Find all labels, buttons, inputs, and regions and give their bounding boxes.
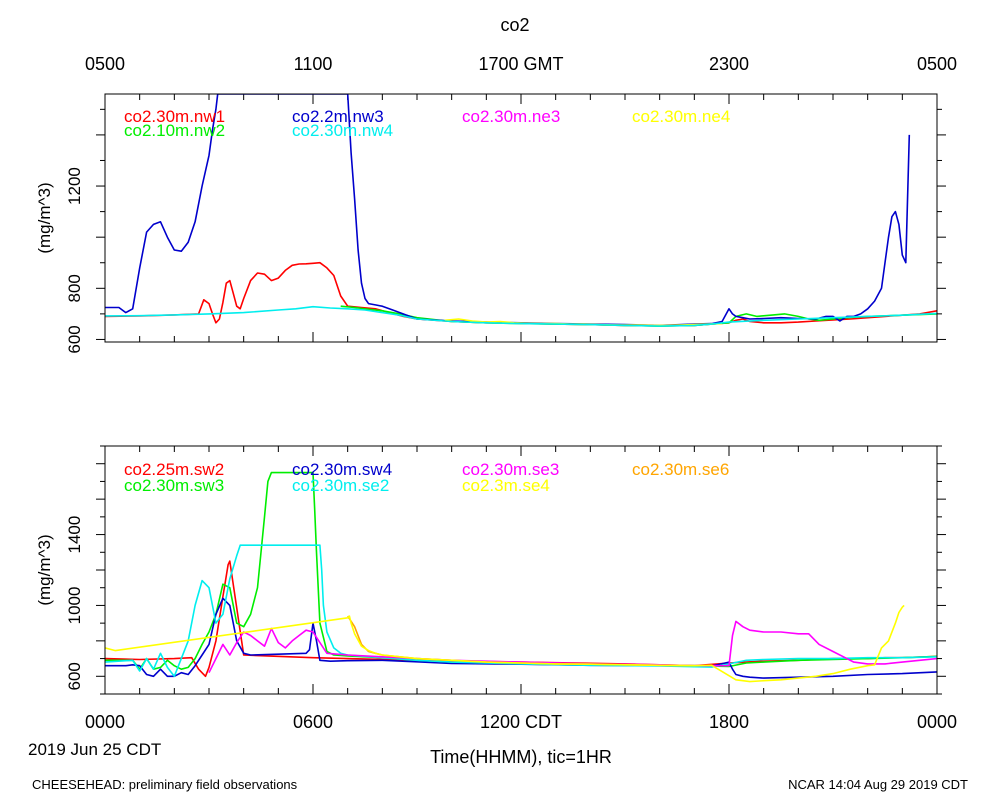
legend-entry-co2-30m-sw4: co2.30m.sw4	[292, 460, 392, 479]
bottom-tick-label: 0600	[293, 712, 333, 732]
bottom-tick-label: 1800	[709, 712, 749, 732]
bottom-axis-labels: 0000 0600 1200 CDT 1800 0000	[85, 712, 957, 732]
series-lines	[105, 471, 937, 683]
top-tick-label: 1100	[294, 54, 333, 74]
legend-entry-co2-30m-se3: co2.30m.se3	[462, 460, 559, 479]
series-line-co2-30m-se2	[105, 544, 937, 678]
series-lines	[105, 94, 937, 327]
top-tick-label: 0500	[85, 54, 125, 74]
series-line-co2-3m-se4	[105, 604, 905, 683]
legend-entry-co2-30m-nw4: co2.30m.nw4	[292, 121, 393, 140]
y-tick-label: 800	[65, 274, 84, 302]
date-label: 2019 Jun 25 CDT	[28, 740, 161, 759]
legend-entry-co2-10m-nw2: co2.10m.nw2	[124, 121, 225, 140]
legend-entry-co2-30m-nw1: co2.30m.nw1	[124, 107, 225, 126]
legend-entry-co2-30m-ne4: co2.30m.ne4	[632, 107, 730, 126]
series-line-co2-30m-sw3	[105, 471, 937, 671]
plot-frame	[104, 445, 938, 695]
lower-panel: 60010001400(mg/m^3)co2.25m.sw2co2.30m.sw…	[35, 445, 946, 695]
y-tick-label: 1400	[65, 516, 84, 554]
legend-entry-co2-2m-nw3: co2.2m.nw3	[292, 107, 384, 126]
series-line-co2-30m-nw4	[105, 305, 937, 327]
y-tick-label: 600	[65, 325, 84, 353]
bottom-tick-label: 0000	[917, 712, 957, 732]
legend-entry-co2-30m-ne3: co2.30m.ne3	[462, 107, 560, 126]
series-line-co2-30m-nw1	[105, 261, 937, 327]
legend-entry-co2-30m-se6: co2.30m.se6	[632, 460, 729, 479]
series-line-co2-30m-se3	[208, 620, 937, 674]
y-tick-label: 1200	[65, 167, 84, 205]
chart-title: co2	[500, 15, 529, 35]
y-axis-label: (mg/m^3)	[35, 534, 54, 605]
bottom-tick-label: 1200 CDT	[480, 712, 562, 732]
bottom-tick-label: 0000	[85, 712, 125, 732]
top-tick-label: 0500	[917, 54, 957, 74]
y-tick-label: 600	[65, 662, 84, 690]
y-tick-label: 1000	[65, 587, 84, 625]
footer-right: NCAR 14:04 Aug 29 2019 CDT	[788, 777, 968, 792]
plot-frame	[104, 93, 938, 343]
legend-entry-co2-3m-se4: co2.3m.se4	[462, 476, 550, 495]
legend-entry-co2-30m-sw3: co2.30m.sw3	[124, 476, 224, 495]
top-tick-label: 2300	[709, 54, 749, 74]
footer-left: CHEESEHEAD: preliminary field observatio…	[32, 777, 298, 792]
upper-panel: 600 800 1200 (mg/m^3) co2.30m.nw1co2.10m.nw2…	[35, 93, 946, 354]
top-tick-label: 1700 GMT	[478, 54, 563, 74]
top-axis-labels: 0500 1100 1700 GMT 2300 0500	[85, 54, 957, 74]
y-axis-label: (mg/m^3)	[35, 182, 54, 253]
x-axis-label: Time(HHMM), tic=1HR	[430, 747, 612, 767]
legend-entry-co2-30m-se2: co2.30m.se2	[292, 476, 389, 495]
legend-entry-co2-25m-sw2: co2.25m.sw2	[124, 460, 224, 479]
